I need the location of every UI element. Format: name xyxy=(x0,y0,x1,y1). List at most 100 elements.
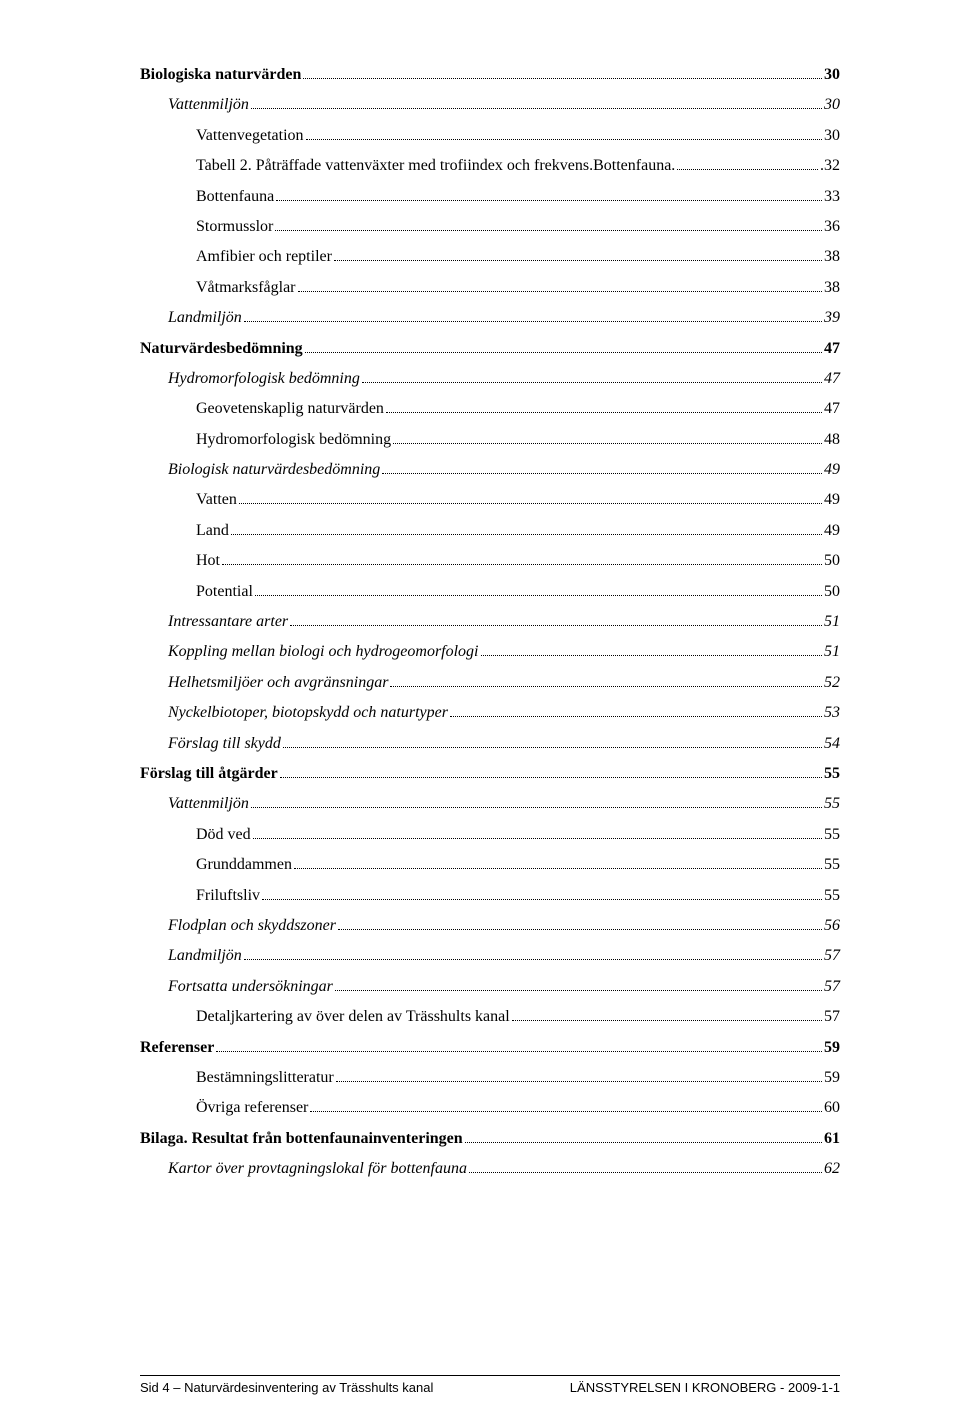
toc-dot-leader xyxy=(306,139,822,140)
page-footer: Sid 4 – Naturvärdesinventering av Trässh… xyxy=(140,1375,840,1395)
toc-entry-label: Referenser xyxy=(140,1033,214,1063)
toc-entry-label: Stormusslor xyxy=(196,212,273,242)
toc-entry-label: Potential xyxy=(196,577,253,607)
toc-entry: Nyckelbiotoper, biotopskydd och naturtyp… xyxy=(168,698,840,728)
toc-dot-leader xyxy=(386,412,822,413)
toc-dot-leader xyxy=(334,260,822,261)
toc-entry: Död ved 55 xyxy=(196,820,840,850)
toc-entry-page: 62 xyxy=(824,1154,840,1184)
toc-dot-leader xyxy=(253,838,822,839)
toc-entry: Förslag till åtgärder 55 xyxy=(140,759,840,789)
toc-dot-leader xyxy=(280,777,822,778)
toc-entry: Biologiska naturvärden30 xyxy=(140,60,840,90)
toc-dot-leader xyxy=(465,1142,822,1143)
toc-entry-label: Vattenmiljön xyxy=(168,789,249,819)
toc-entry-label: Vattenvegetation xyxy=(196,121,304,151)
toc-dot-leader xyxy=(275,230,822,231)
toc-entry: Hot 50 xyxy=(196,546,840,576)
toc-dot-leader xyxy=(303,78,822,79)
toc-entry-label: Land xyxy=(196,516,229,546)
toc-entry: Land 49 xyxy=(196,516,840,546)
toc-entry: Bilaga. Resultat från bottenfaunainvente… xyxy=(140,1124,840,1154)
toc-entry: Intressantare arter51 xyxy=(168,607,840,637)
toc-entry: Vattenmiljön 55 xyxy=(168,789,840,819)
toc-entry-page: 57 xyxy=(824,1002,840,1032)
toc-entry-page: 47 xyxy=(824,364,840,394)
toc-entry-label: Grunddammen xyxy=(196,850,292,880)
toc-entry-label: Hot xyxy=(196,546,220,576)
toc-entry-page: 54 xyxy=(824,729,840,759)
toc-dot-leader xyxy=(677,169,818,170)
toc-entry: Kartor över provtagningslokal för botten… xyxy=(168,1154,840,1184)
toc-entry-page: 56 xyxy=(824,911,840,941)
toc-entry-page: 59 xyxy=(824,1063,840,1093)
toc-entry-label: Fortsatta undersökningar xyxy=(168,972,333,1002)
toc-dot-leader xyxy=(305,352,822,353)
toc-entry-page: 30 xyxy=(824,60,840,90)
toc-entry-page: 30 xyxy=(824,90,840,120)
toc-dot-leader xyxy=(255,595,822,596)
toc-entry-label: Detaljkartering av över delen av Trässhu… xyxy=(196,1002,510,1032)
toc-entry: Tabell 2. Påträffade vattenväxter med tr… xyxy=(196,151,840,181)
toc-entry: Friluftsliv 55 xyxy=(196,881,840,911)
toc-entry-label: Koppling mellan biologi och hydrogeomorf… xyxy=(168,637,479,667)
toc-entry-label: Hydromorfologisk bedömning xyxy=(196,425,391,455)
toc-dot-leader xyxy=(298,291,822,292)
toc-dot-leader xyxy=(276,200,822,201)
toc-entry-page: 55 xyxy=(824,850,840,880)
toc-entry: Helhetsmiljöer och avgränsningar52 xyxy=(168,668,840,698)
toc-entry: Stormusslor 36 xyxy=(196,212,840,242)
toc-entry-page: 49 xyxy=(824,455,840,485)
toc-entry-label: Geovetenskaplig naturvärden xyxy=(196,394,384,424)
toc-entry-label: Kartor över provtagningslokal för botten… xyxy=(168,1154,467,1184)
toc-entry: Bestämningslitteratur59 xyxy=(196,1063,840,1093)
toc-entry-label: Amfibier och reptiler xyxy=(196,242,332,272)
toc-entry-page: 57 xyxy=(824,941,840,971)
toc-entry: Koppling mellan biologi och hydrogeomorf… xyxy=(168,637,840,667)
toc-entry-label: Landmiljön xyxy=(168,303,242,333)
toc-entry-label: Förslag till skydd xyxy=(168,729,281,759)
toc-entry: Landmiljön39 xyxy=(168,303,840,333)
footer-left: Sid 4 – Naturvärdesinventering av Trässh… xyxy=(140,1380,433,1395)
toc-entry-page: 55 xyxy=(824,881,840,911)
toc-entry-label: Hydromorfologisk bedömning xyxy=(168,364,360,394)
toc-entry-page: 50 xyxy=(824,546,840,576)
toc-entry: Hydromorfologisk bedömning 47 xyxy=(168,364,840,394)
toc-dot-leader xyxy=(382,473,822,474)
toc-entry-page: 55 xyxy=(824,820,840,850)
toc-entry: Vattenmiljön 30 xyxy=(168,90,840,120)
toc-entry: Fortsatta undersökningar57 xyxy=(168,972,840,1002)
toc-entry-label: Friluftsliv xyxy=(196,881,260,911)
toc-entry: Naturvärdesbedömning47 xyxy=(140,334,840,364)
toc-entry-page: 38 xyxy=(824,273,840,303)
toc-entry-label: Förslag till åtgärder xyxy=(140,759,278,789)
toc-dot-leader xyxy=(244,321,822,322)
toc-entry-page: 36 xyxy=(824,212,840,242)
toc-entry-label: Tabell 2. Påträffade vattenväxter med tr… xyxy=(196,151,675,181)
toc-entry-label: Bilaga. Resultat från bottenfaunainvente… xyxy=(140,1124,463,1154)
toc-entry: Förslag till skydd 54 xyxy=(168,729,840,759)
toc-dot-leader xyxy=(338,929,822,930)
toc-entry-page: 55 xyxy=(824,789,840,819)
toc-dot-leader xyxy=(216,1051,822,1052)
toc-entry-page: 49 xyxy=(824,516,840,546)
toc-dot-leader xyxy=(469,1172,822,1173)
toc-entry-page: 51 xyxy=(824,637,840,667)
toc-entry: Hydromorfologisk bedömning48 xyxy=(196,425,840,455)
toc-entry-page: 53 xyxy=(824,698,840,728)
toc-entry-label: Helhetsmiljöer och avgränsningar xyxy=(168,668,388,698)
toc-dot-leader xyxy=(244,959,822,960)
toc-entry-page: .32 xyxy=(820,151,840,181)
toc-dot-leader xyxy=(294,868,822,869)
toc-dot-leader xyxy=(481,655,823,656)
toc-entry-page: 55 xyxy=(824,759,840,789)
toc-dot-leader xyxy=(310,1111,822,1112)
toc-entry-label: Våtmarksfåglar xyxy=(196,273,296,303)
toc-entry: Amfibier och reptiler38 xyxy=(196,242,840,272)
toc-entry: Referenser59 xyxy=(140,1033,840,1063)
footer-right: LÄNSSTYRELSEN I KRONOBERG - 2009-1-1 xyxy=(570,1380,840,1395)
toc-entry-label: Vattenmiljön xyxy=(168,90,249,120)
toc-entry-page: 61 xyxy=(824,1124,840,1154)
toc-entry-label: Död ved xyxy=(196,820,251,850)
toc-entry: Potential50 xyxy=(196,577,840,607)
